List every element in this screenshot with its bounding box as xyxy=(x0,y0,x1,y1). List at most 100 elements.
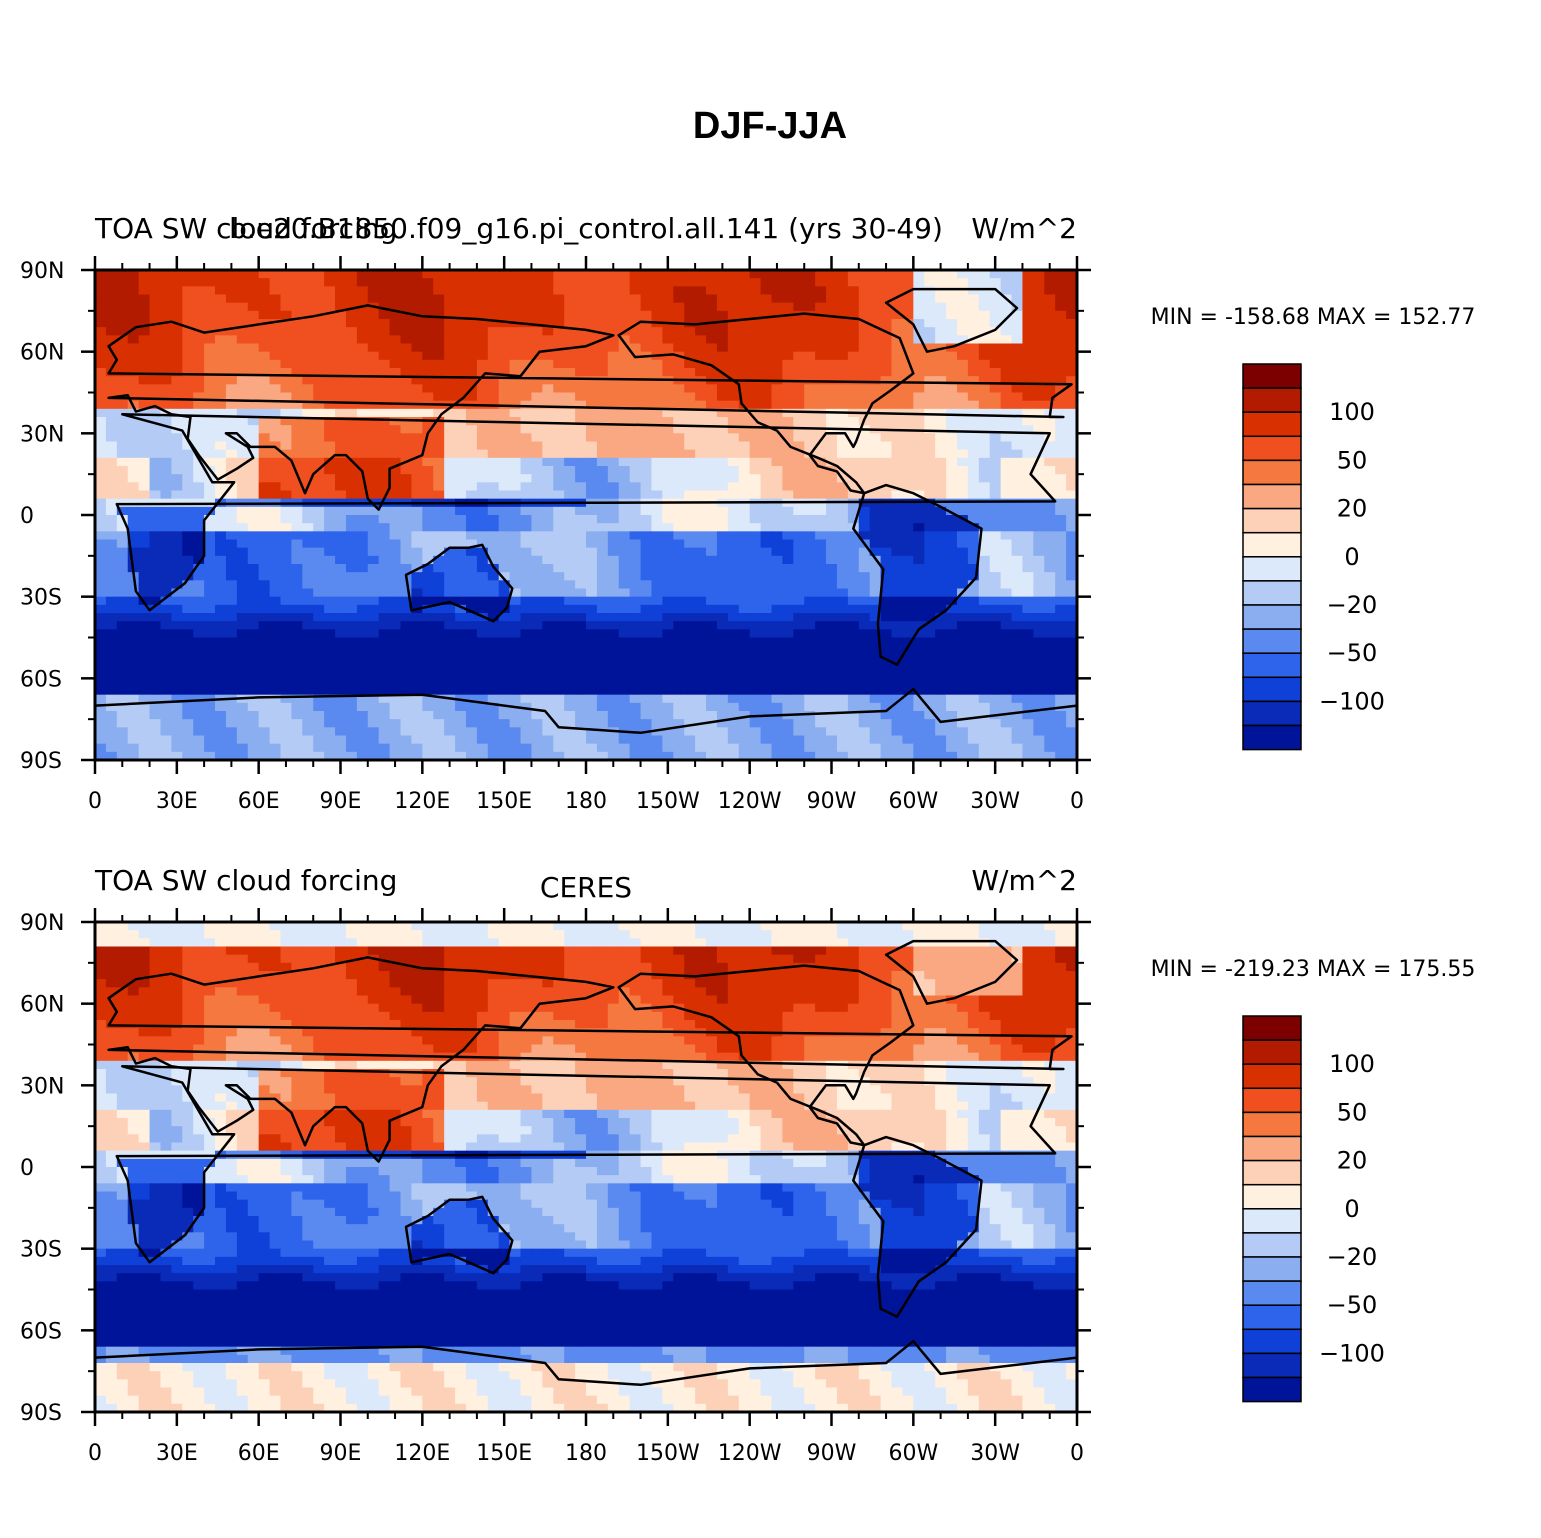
map-cell xyxy=(236,645,249,655)
map-cell xyxy=(989,694,1002,704)
map-cell xyxy=(1033,547,1045,557)
map-cell xyxy=(1033,596,1045,606)
map-cell xyxy=(564,711,576,720)
map-cell xyxy=(640,670,653,679)
map-cell xyxy=(378,408,391,418)
map-cell xyxy=(880,302,893,312)
map-cell xyxy=(695,327,707,336)
map-cell xyxy=(313,343,325,353)
map-cell xyxy=(160,335,172,345)
map-cell xyxy=(204,400,216,410)
map-cell xyxy=(487,572,500,581)
map-cell xyxy=(345,604,358,614)
map-cell xyxy=(324,645,336,655)
map-cell xyxy=(465,441,478,451)
map-cell xyxy=(455,555,467,565)
map-cell xyxy=(291,449,303,459)
map-cell xyxy=(564,392,576,402)
map-cell xyxy=(258,482,271,492)
map-cell xyxy=(444,302,456,312)
map-cell xyxy=(1000,498,1013,508)
map-cell xyxy=(782,637,794,647)
map-cell xyxy=(956,523,969,532)
map-cell xyxy=(313,572,325,581)
map-cell xyxy=(160,678,172,688)
map-cell xyxy=(269,629,282,639)
map-cell xyxy=(651,302,663,312)
map-cell xyxy=(607,270,620,279)
map-cell xyxy=(771,653,783,663)
map-cell xyxy=(989,490,1002,500)
map-cell xyxy=(618,482,631,492)
map-cell xyxy=(324,376,336,385)
map-cell xyxy=(869,621,882,630)
map-cell xyxy=(378,653,391,663)
map-cell xyxy=(182,335,194,345)
map-cell xyxy=(749,531,762,541)
map-cell xyxy=(476,515,489,524)
map-cell xyxy=(1066,392,1077,402)
map-cell xyxy=(1044,637,1056,647)
map-cell xyxy=(1033,425,1045,434)
map-cell xyxy=(738,474,751,483)
map-cell xyxy=(771,670,783,679)
map-cell xyxy=(411,433,423,443)
map-cell xyxy=(247,392,260,402)
map-cell xyxy=(193,515,205,524)
map-cell xyxy=(771,596,783,606)
map-cell xyxy=(367,376,380,385)
map-cell xyxy=(771,662,783,671)
map-cell xyxy=(575,449,587,459)
map-cell xyxy=(804,270,816,279)
map-cell xyxy=(422,286,434,296)
map-cell xyxy=(171,604,183,614)
map-cell xyxy=(291,621,303,630)
map-cell xyxy=(1033,645,1045,655)
map-cell xyxy=(695,482,707,492)
map-cell xyxy=(706,547,718,557)
map-cell xyxy=(433,629,445,639)
map-cell xyxy=(258,302,271,312)
map-cell xyxy=(335,425,347,434)
map-cell xyxy=(1066,555,1077,565)
map-cell xyxy=(182,457,194,467)
map-cell xyxy=(771,278,783,287)
map-cell xyxy=(967,539,980,549)
map-cell xyxy=(444,547,456,557)
map-cell xyxy=(956,425,969,434)
map-cell xyxy=(815,417,827,426)
map-cell xyxy=(716,302,729,312)
map-cell xyxy=(345,637,358,647)
map-cell xyxy=(149,719,162,728)
map-cell xyxy=(607,482,620,492)
map-cell xyxy=(378,384,391,394)
map-cell xyxy=(989,555,1002,565)
map-cell xyxy=(465,596,478,606)
map-cell xyxy=(215,368,227,377)
map-cell xyxy=(422,310,434,320)
map-cell xyxy=(935,278,947,287)
map-cell xyxy=(956,662,969,671)
map-cell xyxy=(891,523,904,532)
map-cell xyxy=(782,466,794,475)
map-cell xyxy=(826,653,838,663)
map-cell xyxy=(956,359,969,369)
map-cell xyxy=(618,343,631,353)
map-cell xyxy=(924,580,936,590)
map-cell xyxy=(378,686,391,696)
map-cell xyxy=(105,645,118,655)
map-cell xyxy=(1044,482,1056,492)
map-cell xyxy=(760,310,773,320)
map-cell xyxy=(586,686,598,696)
map-cell xyxy=(302,270,314,279)
map-cell xyxy=(1044,319,1056,328)
map-cell xyxy=(695,564,707,573)
map-cell xyxy=(684,662,696,671)
map-cell xyxy=(509,694,522,704)
map-cell xyxy=(847,417,860,426)
map-cell xyxy=(575,417,587,426)
map-cell xyxy=(247,596,260,606)
map-cell xyxy=(1066,433,1077,443)
map-cell xyxy=(215,441,227,451)
map-cell xyxy=(804,564,816,573)
